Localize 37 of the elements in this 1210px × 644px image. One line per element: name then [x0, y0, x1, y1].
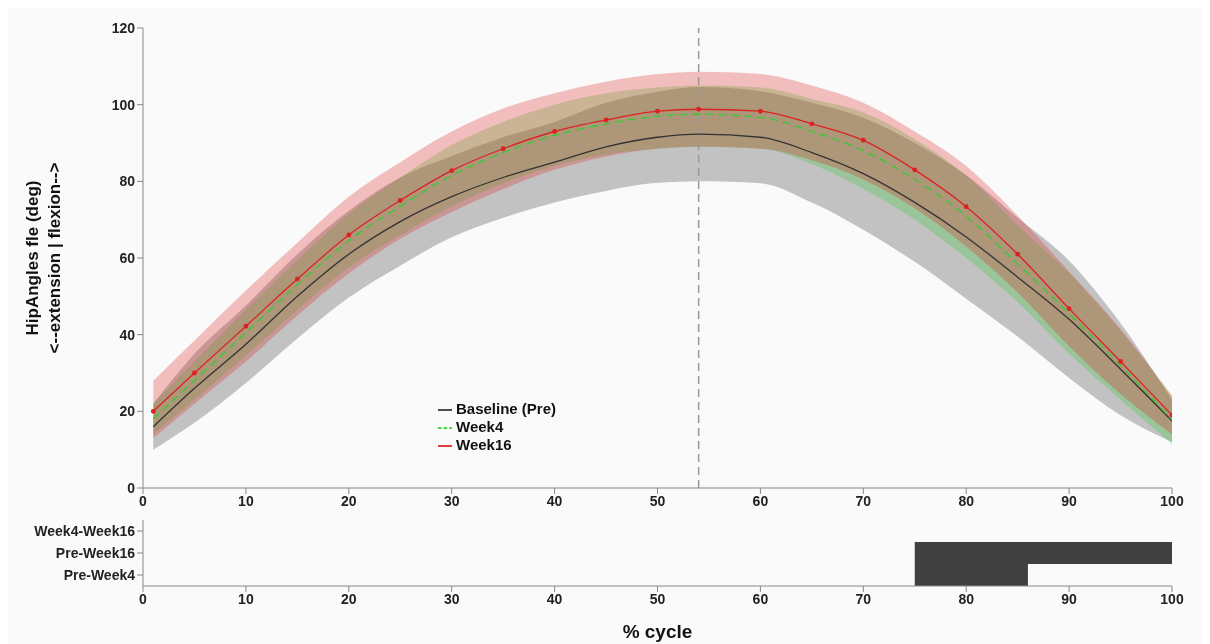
x-tick-label: 70: [855, 590, 872, 607]
y-tick-label: 80: [119, 173, 136, 190]
y-tick-label: Pre-Week4: [63, 566, 136, 583]
x-tick-label: 90: [1061, 590, 1078, 607]
x-tick-label: 10: [238, 590, 254, 607]
x-tick-label: 0: [139, 492, 148, 509]
x-tick-label: 0: [139, 590, 148, 607]
y-tick-label: 120: [111, 19, 136, 36]
x-tick-label: 50: [649, 492, 666, 509]
x-axis-title: % cycle: [622, 621, 693, 642]
x-tick-label: 60: [752, 590, 769, 607]
y-tick-label: Pre-Week16: [55, 544, 136, 561]
x-tick-label: 40: [546, 590, 563, 607]
y-tick-label: 0: [127, 479, 136, 496]
x-tick-label: 10: [238, 492, 254, 509]
y-tick-label: 20: [119, 403, 136, 420]
x-tick-label: 20: [341, 590, 357, 607]
x-tick-label: 90: [1061, 492, 1078, 509]
x-tick-label: 30: [443, 590, 460, 607]
x-tick-label: 70: [855, 492, 872, 509]
legend-label: Baseline (Pre): [456, 400, 557, 417]
x-tick-label: 100: [1160, 590, 1184, 607]
x-tick-label: 30: [443, 492, 460, 509]
x-tick-label: 50: [649, 590, 666, 607]
x-tick-label: 100: [1160, 492, 1184, 509]
x-tick-label: 60: [752, 492, 769, 509]
x-tick-label: 20: [341, 492, 357, 509]
x-tick-label: 80: [958, 590, 975, 607]
x-tick-label: 80: [958, 492, 975, 509]
y-tick-label: Week4-Week16: [34, 522, 136, 539]
y-tick-label: 60: [119, 249, 136, 266]
y-axis-title: HipAngles fle (deg) <--extension | flexion-->: [23, 162, 64, 354]
y-tick-label: 100: [111, 96, 136, 113]
legend-label: Week16: [456, 436, 512, 453]
y-tick-label: 40: [119, 326, 136, 343]
legend-label: Week4: [456, 418, 504, 435]
x-tick-label: 40: [546, 492, 563, 509]
